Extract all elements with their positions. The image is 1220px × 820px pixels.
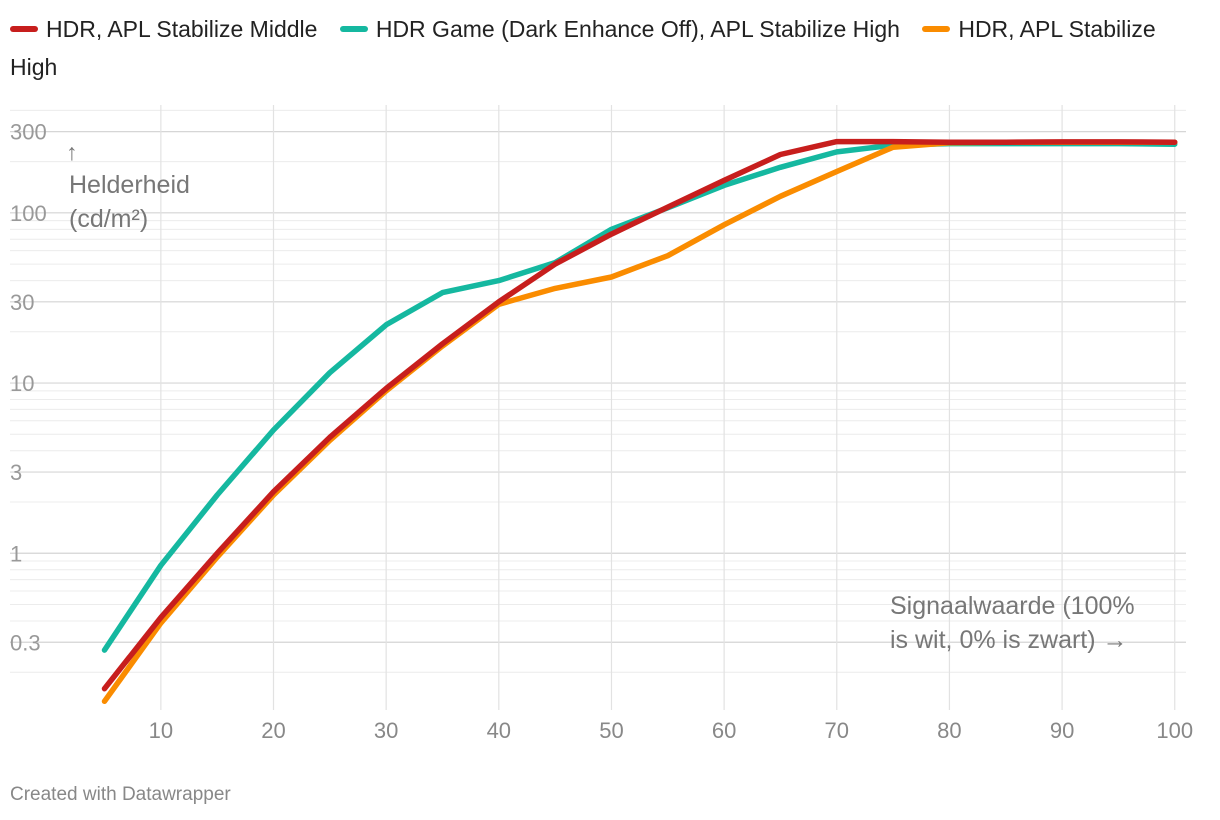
axis-annotations: ↑ Helderheid (cd/m²) Signaalwaarde (100%…: [66, 139, 1135, 654]
chart-legend: HDR, APL Stabilize Middle HDR Game (Dark…: [10, 10, 1200, 86]
datawrapper-credit: Created with Datawrapper: [10, 784, 231, 805]
y-tick-label: 30: [10, 290, 34, 315]
x-axis-tick-labels: 10 20 30 40 50 60 70 80 90 100: [149, 718, 1193, 743]
x-tick-label: 40: [487, 718, 511, 743]
legend-item-stabilize-middle: HDR, APL Stabilize Middle: [10, 16, 317, 42]
y-axis-arrow: ↑: [66, 139, 78, 165]
x-tick-label: 30: [374, 718, 398, 743]
y-axis-tick-labels: 0.3 1 3 10 30 100 300: [10, 120, 47, 656]
legend-label: HDR Game (Dark Enhance Off), APL Stabili…: [375, 16, 900, 42]
legend-swatch-red: [10, 25, 38, 32]
legend-label: HDR, APL Stabilize Middle: [46, 16, 318, 42]
x-tick-label: 90: [1050, 718, 1074, 743]
y-tick-label: 1: [10, 541, 22, 566]
y-axis-label-line-1: Helderheid: [69, 171, 190, 199]
x-tick-label: 70: [825, 718, 849, 743]
x-tick-label: 80: [937, 718, 961, 743]
x-axis-label-line-2: is wit, 0% is zwart) →: [890, 626, 1128, 654]
y-tick-label: 10: [10, 371, 34, 396]
x-tick-label: 100: [1156, 718, 1193, 743]
y-tick-label: 3: [10, 460, 22, 485]
series-line-0: [101, 138, 1178, 692]
legend-swatch-orange: [922, 25, 951, 32]
major-gridlines: [10, 105, 1186, 710]
x-tick-label: 60: [712, 718, 736, 743]
y-axis-label-line-2: (cd/m²): [69, 205, 148, 233]
x-axis-label-line-1: Signaalwaarde (100%: [890, 592, 1135, 620]
y-tick-label: 300: [10, 120, 47, 145]
x-tick-label: 50: [599, 718, 623, 743]
legend-swatch-teal: [339, 25, 368, 32]
x-tick-label: 10: [149, 718, 173, 743]
legend-item-stabilize-high: HDR, APL Stabilize High: [10, 16, 1156, 80]
series-lines: [101, 138, 1178, 705]
x-tick-label: 20: [261, 718, 285, 743]
y-tick-label: 100: [10, 201, 47, 226]
y-tick-label: 0.3: [10, 630, 41, 655]
legend-label: HDR, APL Stabilize High: [10, 16, 1156, 80]
legend-item-game-stabilize-high: HDR Game (Dark Enhance Off), APL Stabili…: [339, 16, 900, 42]
